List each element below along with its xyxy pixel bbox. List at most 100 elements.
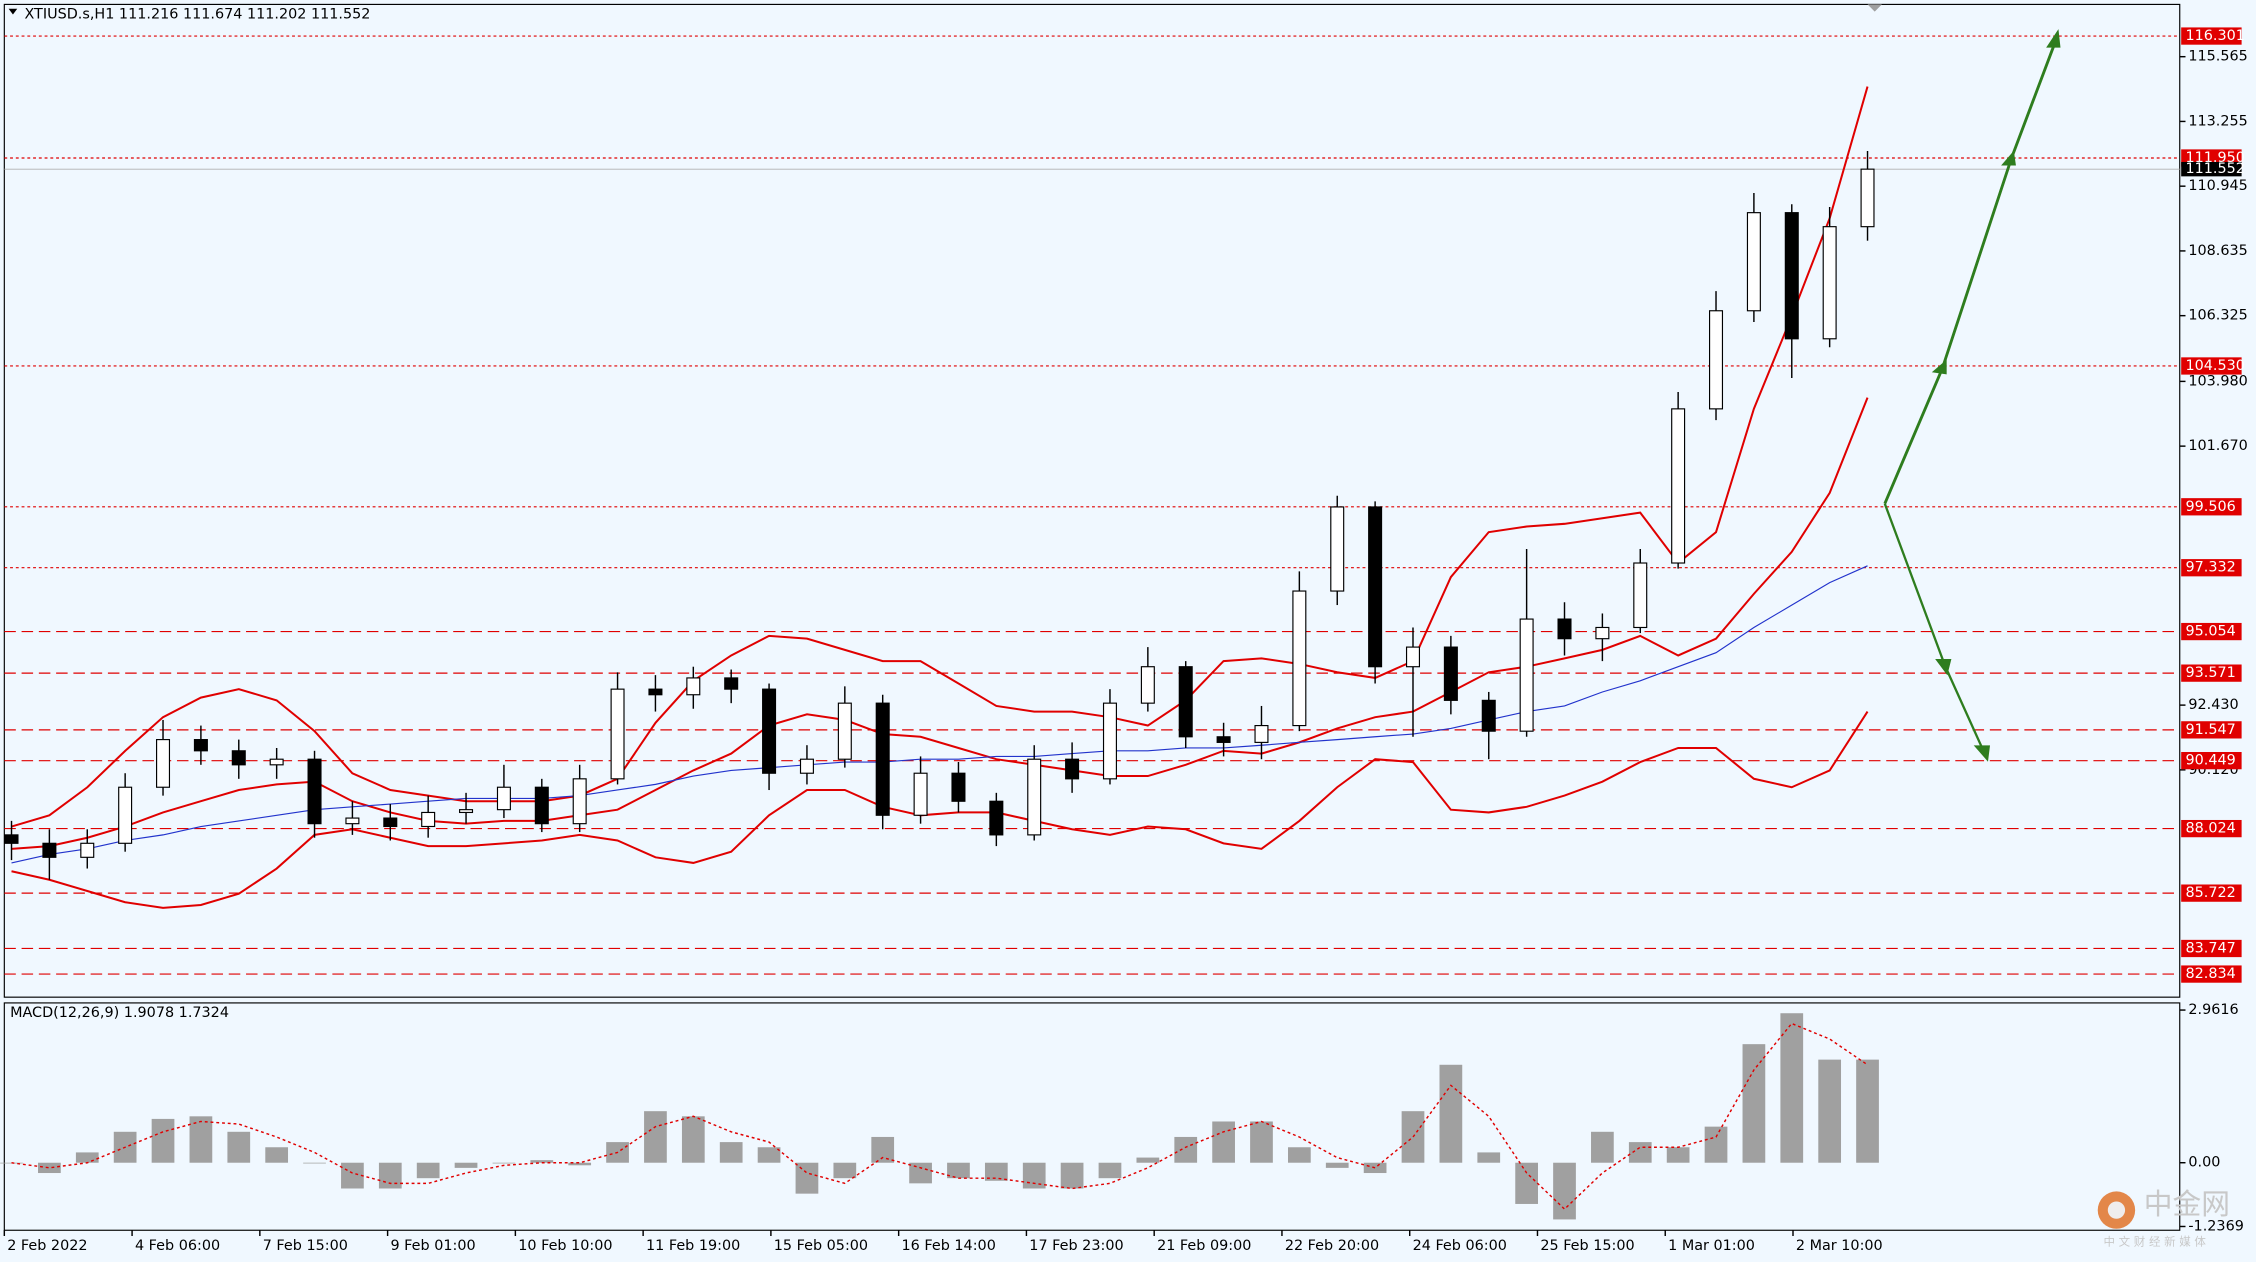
x-tick-label: 2 Feb 2022 — [7, 1238, 87, 1254]
candle-body — [913, 772, 928, 816]
macd-bar — [378, 1162, 402, 1189]
candle-body — [686, 677, 701, 696]
level-label-box — [2181, 752, 2242, 770]
macd-panel-frame — [3, 1002, 2181, 1231]
macd-bar — [795, 1162, 819, 1194]
candle-body — [1595, 626, 1610, 640]
candle-body — [307, 758, 322, 825]
macd-bar — [1136, 1157, 1160, 1163]
candle-body — [1557, 618, 1572, 640]
macd-bar — [1363, 1162, 1387, 1174]
macd-bar — [833, 1162, 857, 1179]
level-label-box — [2181, 622, 2242, 641]
macd-bar — [1060, 1162, 1084, 1189]
candle-body — [610, 688, 625, 780]
macd-bar — [1856, 1059, 1879, 1163]
level-label-box — [2181, 939, 2242, 958]
candle-body — [572, 778, 587, 825]
level-label-box — [2181, 819, 2242, 838]
macd-bar — [909, 1162, 932, 1184]
macd-bar — [1477, 1152, 1501, 1163]
macd-bar — [757, 1147, 781, 1163]
down-arrow-heads — [1935, 659, 1991, 762]
macd-bar — [75, 1152, 99, 1163]
candle-body — [156, 739, 171, 788]
candle-body — [989, 800, 1004, 836]
bollinger-band — [11, 711, 1869, 909]
watermark-logo-inner — [2107, 1201, 2126, 1219]
candle-body — [1519, 618, 1534, 732]
x-tick-label: 25 Feb 15:00 — [1540, 1238, 1634, 1254]
candle-body — [534, 786, 549, 825]
y-tick-label: 106.325 — [2188, 308, 2247, 324]
macd-bar — [719, 1142, 743, 1163]
watermark: 中金网 中 文 财 经 新 媒 体 — [2097, 1187, 2230, 1248]
candle-body — [4, 834, 19, 844]
level-label: 82.834 — [2186, 966, 2236, 982]
y-tick-label: 108.635 — [2188, 243, 2247, 259]
candle-body — [1860, 168, 1875, 228]
macd-bar — [1818, 1059, 1842, 1163]
candle-body — [875, 702, 890, 816]
bollinger-band — [11, 86, 1869, 828]
candle-body — [1784, 212, 1799, 340]
candle-body — [383, 817, 398, 828]
macd-title: MACD(12,26,9) 1.9078 1.7324 — [10, 1005, 229, 1021]
candle-body — [837, 702, 852, 760]
candle-body — [1065, 758, 1080, 780]
x-tick-label: 17 Feb 23:00 — [1029, 1238, 1123, 1254]
candle-body — [1746, 212, 1761, 312]
macd-bar — [1287, 1147, 1311, 1163]
macd-bar — [947, 1162, 970, 1179]
chart-shift-marker[interactable] — [1867, 4, 1882, 12]
level-label-box — [2181, 27, 2242, 45]
level-label-box — [2181, 965, 2242, 983]
macd-bar — [265, 1147, 289, 1163]
candle-body — [496, 786, 511, 811]
x-tick-label: 21 Feb 09:00 — [1157, 1238, 1251, 1254]
candle-body — [1709, 310, 1724, 410]
macd-bar — [644, 1111, 667, 1163]
candle-body — [1254, 725, 1269, 743]
candle-body — [1027, 758, 1042, 836]
candle-body — [1405, 646, 1421, 668]
x-tick-label: 24 Feb 06:00 — [1413, 1238, 1507, 1254]
plot-layers: 115.565 113.255 110.945 108.635 106.325 103.9… — [0, 27, 2248, 1254]
macd-bar — [1666, 1147, 1690, 1163]
last-price-label: 111.552 — [2186, 161, 2245, 177]
y-tick-label: 110.945 — [2188, 178, 2247, 194]
candle-body — [1178, 666, 1193, 738]
chart-title: XTIUSD.s,H1 111.216 111.674 111.202 111.… — [24, 6, 370, 22]
candle-body — [118, 786, 133, 844]
macd-bar — [984, 1162, 1008, 1181]
up-arrow-path — [1883, 35, 2059, 505]
level-label-box — [2181, 664, 2242, 682]
macd-bar — [227, 1131, 251, 1163]
watermark-text: 中金网 — [2144, 1187, 2230, 1221]
candle-body — [80, 842, 95, 858]
candle-body — [724, 677, 739, 690]
y-tick-label: 0.00 — [2188, 1155, 2220, 1171]
macd-bar — [1212, 1121, 1235, 1163]
macd-bar — [416, 1162, 440, 1179]
macd-bar — [1325, 1162, 1349, 1168]
macd-bar — [454, 1162, 478, 1168]
macd-bar — [1174, 1136, 1198, 1163]
x-tick-label: 10 Feb 10:00 — [518, 1238, 612, 1254]
candle-body — [231, 750, 246, 766]
macd-bar — [1098, 1162, 1122, 1179]
forecast-arrows — [1883, 29, 2061, 762]
panel-menu-arrow[interactable] — [8, 8, 18, 15]
level-label: 85.722 — [2186, 885, 2236, 901]
macd-bar — [1704, 1126, 1728, 1163]
level-label: 97.332 — [2186, 560, 2236, 576]
candle-body — [1633, 562, 1648, 629]
level-label: 88.024 — [2186, 821, 2236, 837]
x-tick-label: 9 Feb 01:00 — [390, 1238, 475, 1254]
macd-bar — [1515, 1162, 1538, 1204]
candle-body — [269, 758, 284, 766]
up-arrow-heads — [1931, 29, 2061, 375]
level-label: 90.449 — [2186, 753, 2236, 769]
macd-bar — [189, 1116, 213, 1163]
y-tick-label: 113.255 — [2188, 113, 2247, 129]
